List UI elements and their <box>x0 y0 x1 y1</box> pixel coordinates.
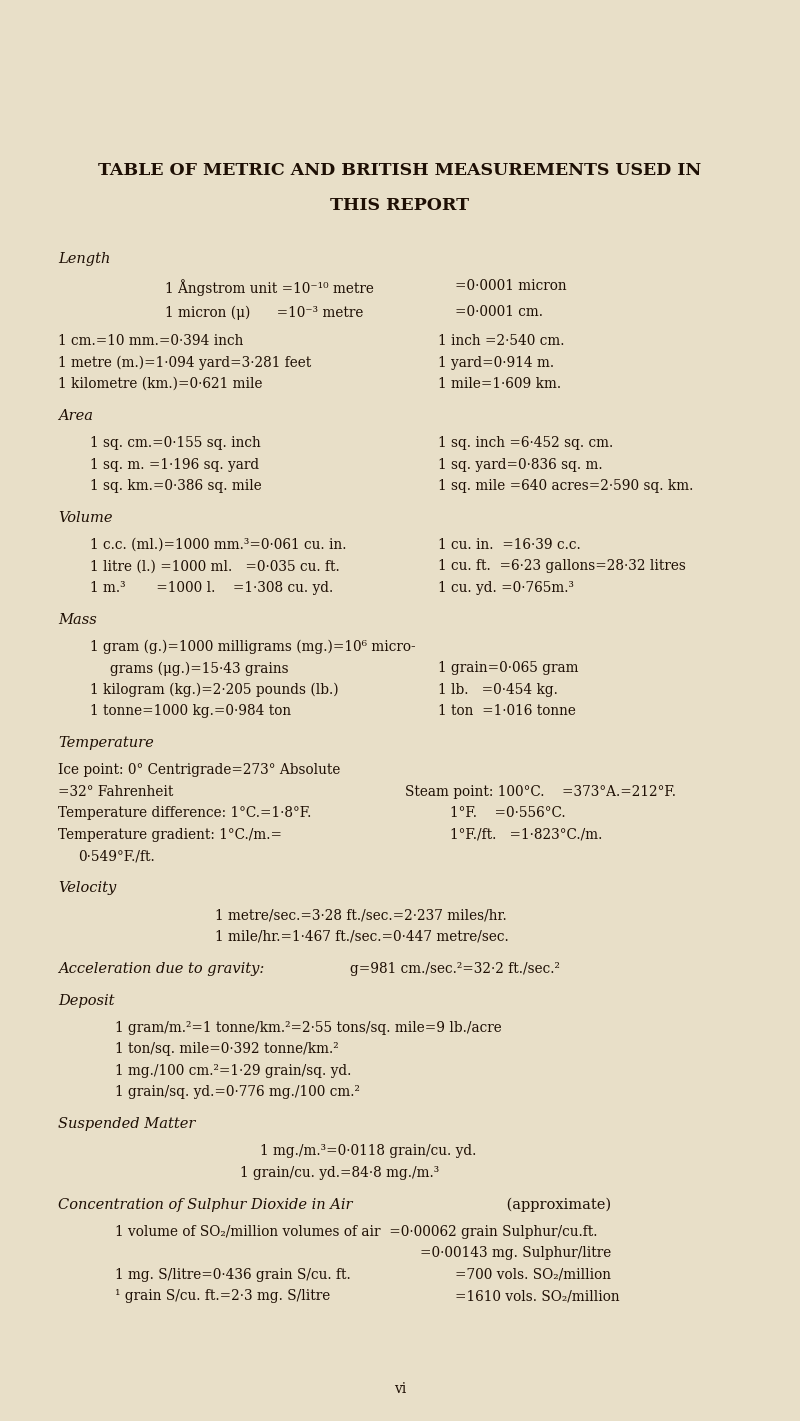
Text: Area: Area <box>58 409 93 423</box>
Text: 1 mg. S/litre=0·436 grain S/cu. ft.: 1 mg. S/litre=0·436 grain S/cu. ft. <box>115 1268 350 1282</box>
Text: THIS REPORT: THIS REPORT <box>330 198 470 215</box>
Text: 1°F./ft.   =1·823°C./m.: 1°F./ft. =1·823°C./m. <box>450 828 602 843</box>
Text: Mass: Mass <box>58 612 97 627</box>
Text: Concentration of Sulphur Dioxide in Air: Concentration of Sulphur Dioxide in Air <box>58 1198 353 1212</box>
Text: =700 vols. SO₂/million: =700 vols. SO₂/million <box>455 1268 611 1282</box>
Text: 1 metre (m.)=1·094 yard=3·281 feet: 1 metre (m.)=1·094 yard=3·281 feet <box>58 355 311 369</box>
Text: 1 litre (l.) =1000 ml.   =0·035 cu. ft.: 1 litre (l.) =1000 ml. =0·035 cu. ft. <box>90 560 340 574</box>
Text: 1 sq. m. =1·196 sq. yard: 1 sq. m. =1·196 sq. yard <box>90 458 259 472</box>
Text: ¹ grain S/cu. ft.=2·3 mg. S/litre: ¹ grain S/cu. ft.=2·3 mg. S/litre <box>115 1289 330 1303</box>
Text: Velocity: Velocity <box>58 881 116 895</box>
Text: 1 micron (μ)      =10⁻³ metre: 1 micron (μ) =10⁻³ metre <box>165 306 363 320</box>
Text: 1 tonne=1000 kg.=0·984 ton: 1 tonne=1000 kg.=0·984 ton <box>90 705 291 719</box>
Text: 1 yard=0·914 m.: 1 yard=0·914 m. <box>438 355 554 369</box>
Text: 1 mg./100 cm.²=1·29 grain/sq. yd.: 1 mg./100 cm.²=1·29 grain/sq. yd. <box>115 1064 351 1079</box>
Text: 1 kilometre (km.)=0·621 mile: 1 kilometre (km.)=0·621 mile <box>58 377 262 391</box>
Text: grams (μg.)=15·43 grains: grams (μg.)=15·43 grains <box>110 662 289 676</box>
Text: 1 sq. inch =6·452 sq. cm.: 1 sq. inch =6·452 sq. cm. <box>438 436 614 450</box>
Text: 1 cm.=10 mm.=0·394 inch: 1 cm.=10 mm.=0·394 inch <box>58 334 243 348</box>
Text: 1 ton/sq. mile=0·392 tonne/km.²: 1 ton/sq. mile=0·392 tonne/km.² <box>115 1043 338 1056</box>
Text: vi: vi <box>394 1383 406 1395</box>
Text: Temperature gradient: 1°C./m.=: Temperature gradient: 1°C./m.= <box>58 828 282 843</box>
Text: 1 sq. cm.=0·155 sq. inch: 1 sq. cm.=0·155 sq. inch <box>90 436 261 450</box>
Text: 1 cu. ft.  =6·23 gallons=28·32 litres: 1 cu. ft. =6·23 gallons=28·32 litres <box>438 560 686 574</box>
Text: 0·549°F./ft.: 0·549°F./ft. <box>78 850 154 864</box>
Text: 1 cu. in.  =16·39 c.c.: 1 cu. in. =16·39 c.c. <box>438 539 581 551</box>
Text: 1 mile/hr.=1·467 ft./sec.=0·447 metre/sec.: 1 mile/hr.=1·467 ft./sec.=0·447 metre/se… <box>215 929 509 944</box>
Text: (approximate): (approximate) <box>502 1198 611 1212</box>
Text: 1 grain/cu. yd.=84·8 mg./m.³: 1 grain/cu. yd.=84·8 mg./m.³ <box>240 1167 439 1179</box>
Text: 1 cu. yd. =0·765m.³: 1 cu. yd. =0·765m.³ <box>438 581 574 595</box>
Text: =0·00143 mg. Sulphur/litre: =0·00143 mg. Sulphur/litre <box>420 1246 611 1260</box>
Text: =1610 vols. SO₂/million: =1610 vols. SO₂/million <box>455 1289 620 1303</box>
Text: 1 grain=0·065 gram: 1 grain=0·065 gram <box>438 662 578 675</box>
Text: Temperature difference: 1°C.=1·8°F.: Temperature difference: 1°C.=1·8°F. <box>58 807 311 820</box>
Text: 1 inch =2·540 cm.: 1 inch =2·540 cm. <box>438 334 565 348</box>
Text: Ice point: 0° Centrigrade=273° Absolute: Ice point: 0° Centrigrade=273° Absolute <box>58 763 340 777</box>
Text: =32° Fahrenheit: =32° Fahrenheit <box>58 784 174 799</box>
Text: 1 c.c. (ml.)=1000 mm.³=0·061 cu. in.: 1 c.c. (ml.)=1000 mm.³=0·061 cu. in. <box>90 539 346 551</box>
Text: 1 m.³       =1000 l.    =1·308 cu. yd.: 1 m.³ =1000 l. =1·308 cu. yd. <box>90 581 334 595</box>
Text: 1°F.    =0·556°C.: 1°F. =0·556°C. <box>450 807 566 820</box>
Text: 1 mg./m.³=0·0118 grain/cu. yd.: 1 mg./m.³=0·0118 grain/cu. yd. <box>260 1144 476 1158</box>
Text: Acceleration due to gravity:: Acceleration due to gravity: <box>58 962 264 976</box>
Text: 1 metre/sec.=3·28 ft./sec.=2·237 miles/hr.: 1 metre/sec.=3·28 ft./sec.=2·237 miles/h… <box>215 908 506 922</box>
Text: Deposit: Deposit <box>58 995 114 1007</box>
Text: Suspended Matter: Suspended Matter <box>58 1117 195 1131</box>
Text: g=981 cm./sec.²=32·2 ft./sec.²: g=981 cm./sec.²=32·2 ft./sec.² <box>350 962 560 976</box>
Text: TABLE OF METRIC AND BRITISH MEASUREMENTS USED IN: TABLE OF METRIC AND BRITISH MEASUREMENTS… <box>98 162 702 179</box>
Text: 1 sq. mile =640 acres=2·590 sq. km.: 1 sq. mile =640 acres=2·590 sq. km. <box>438 479 694 493</box>
Text: 1 mile=1·609 km.: 1 mile=1·609 km. <box>438 377 561 391</box>
Text: 1 grain/sq. yd.=0·776 mg./100 cm.²: 1 grain/sq. yd.=0·776 mg./100 cm.² <box>115 1086 360 1100</box>
Text: Temperature: Temperature <box>58 736 154 750</box>
Text: 1 sq. km.=0·386 sq. mile: 1 sq. km.=0·386 sq. mile <box>90 479 262 493</box>
Text: 1 lb.   =0·454 kg.: 1 lb. =0·454 kg. <box>438 684 558 696</box>
Text: =0·0001 micron: =0·0001 micron <box>455 279 566 293</box>
Text: 1 gram/m.²=1 tonne/km.²=2·55 tons/sq. mile=9 lb./acre: 1 gram/m.²=1 tonne/km.²=2·55 tons/sq. mi… <box>115 1022 502 1034</box>
Text: =0·0001 cm.: =0·0001 cm. <box>455 306 543 320</box>
Text: Steam point: 100°C.    =373°A.=212°F.: Steam point: 100°C. =373°A.=212°F. <box>405 784 676 799</box>
Text: 1 Ångstrom unit =10⁻¹⁰ metre: 1 Ångstrom unit =10⁻¹⁰ metre <box>165 279 374 296</box>
Text: Volume: Volume <box>58 512 113 524</box>
Text: 1 volume of SO₂/million volumes of air  =0·00062 grain Sulphur/cu.ft.: 1 volume of SO₂/million volumes of air =… <box>115 1225 598 1239</box>
Text: 1 gram (g.)=1000 milligrams (mg.)=10⁶ micro-: 1 gram (g.)=1000 milligrams (mg.)=10⁶ mi… <box>90 639 416 655</box>
Text: 1 ton  =1·016 tonne: 1 ton =1·016 tonne <box>438 705 576 719</box>
Text: 1 sq. yard=0·836 sq. m.: 1 sq. yard=0·836 sq. m. <box>438 458 602 472</box>
Text: Length: Length <box>58 252 110 266</box>
Text: 1 kilogram (kg.)=2·205 pounds (lb.): 1 kilogram (kg.)=2·205 pounds (lb.) <box>90 684 338 698</box>
